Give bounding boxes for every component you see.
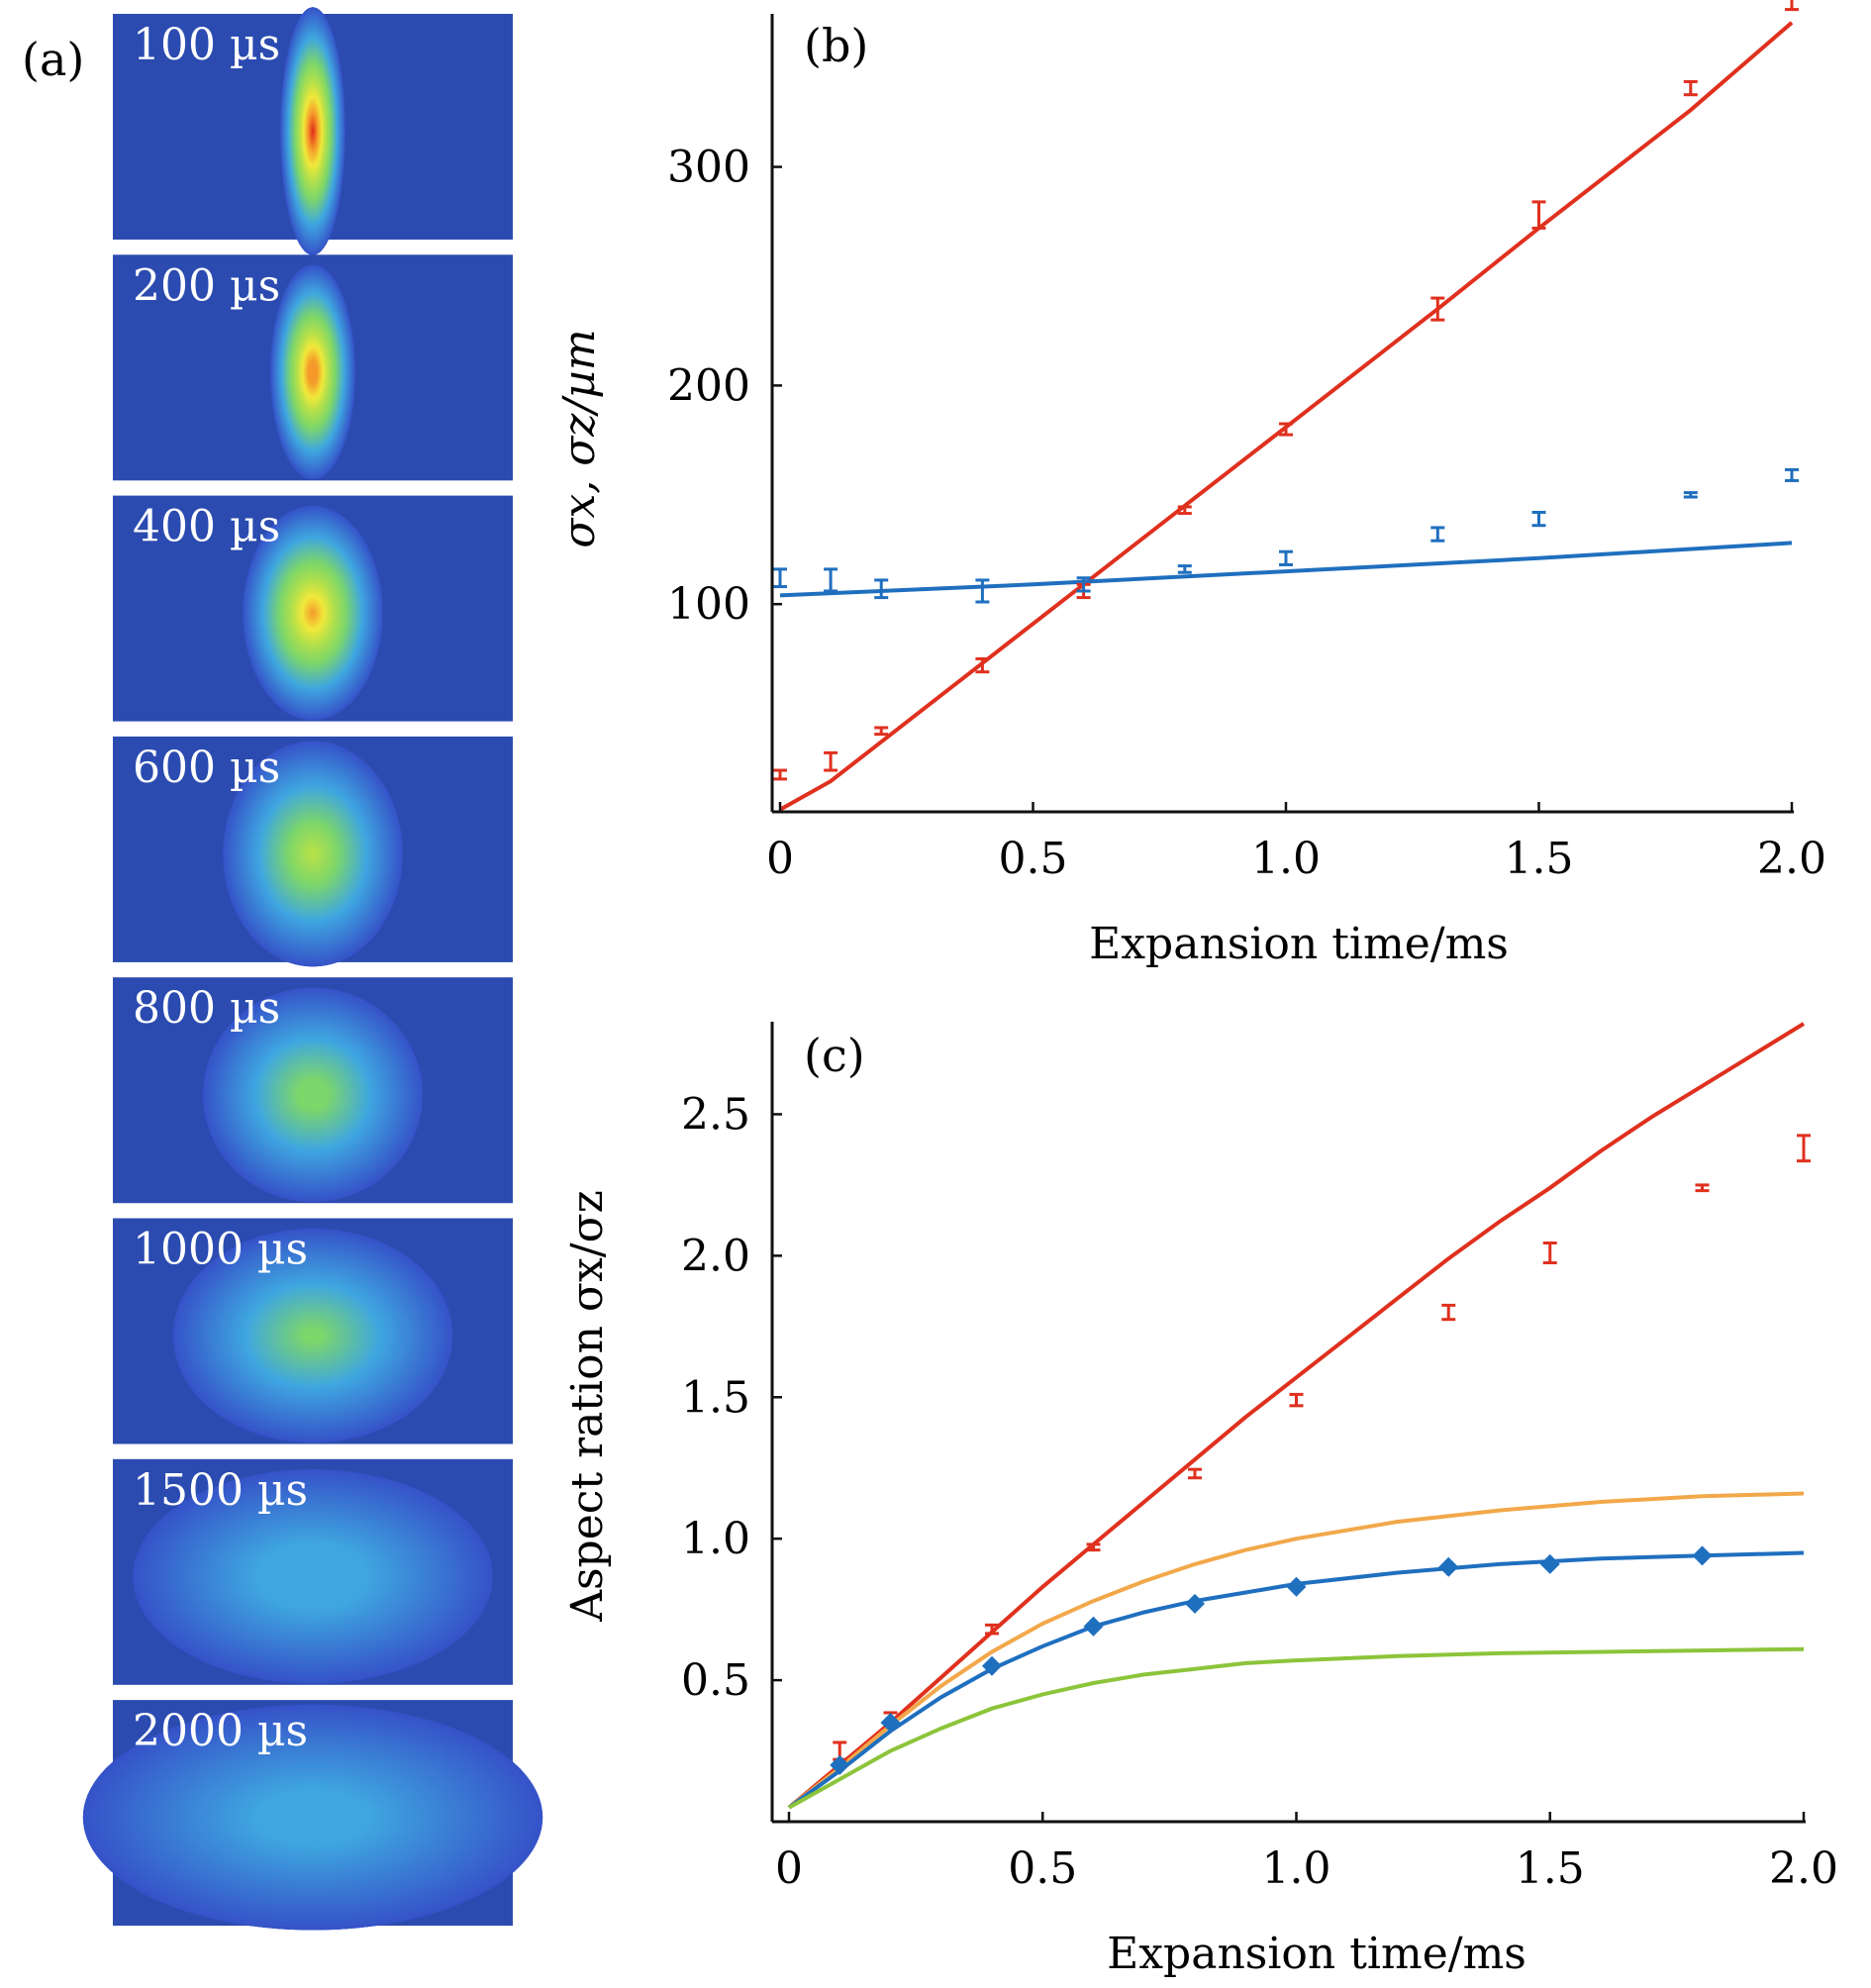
- atom-cloud-800: [202, 987, 424, 1203]
- image-time-label: 2000 µs: [133, 1706, 308, 1756]
- panel-b-red-point-0: [773, 768, 787, 781]
- panel-a-image-strip: 100 µs 200 µs 400 µs 600 µs 800 µs 1000 µs 150…: [82, 7, 543, 1931]
- panel-b-blue-point-5: [1177, 564, 1192, 574]
- atom-cloud-100: [280, 7, 345, 255]
- x-tick-label: 2.0: [1769, 1843, 1838, 1894]
- panel-c-blue-diamond-0: [830, 1754, 850, 1775]
- y-tick-label: 2.0: [681, 1231, 750, 1281]
- panel-b-red-point-10: [1785, 0, 1799, 12]
- panel-c-fit-orange: [787, 1491, 1805, 1810]
- panel-c-x-axis-title: Expansion time/ms: [1107, 1929, 1526, 1979]
- panel-c-red-point-5: [1289, 1392, 1304, 1408]
- panel-b-x-axis-title: Expansion time/ms: [1089, 919, 1509, 969]
- x-tick-label: 1.0: [1251, 834, 1321, 884]
- panel-b-red-point-9: [1683, 79, 1698, 97]
- panel-c-red-point-9: [1797, 1134, 1811, 1163]
- y-tick-label: 0.5: [681, 1655, 750, 1706]
- panel-b-red-point-2: [874, 726, 889, 737]
- atom-cloud-1500: [133, 1469, 493, 1684]
- panel-c-blue-diamond-5: [1286, 1576, 1307, 1597]
- panel-b-chart: 0 0.5 1.0 1.5 2.0 100 200 300 (b) Expansion tim…: [554, 0, 1826, 969]
- panel-c-blue-diamond-3: [1083, 1616, 1104, 1637]
- panel-c-blue-diamond-1: [880, 1712, 901, 1733]
- panel-c-red-point-4: [1188, 1467, 1202, 1480]
- panel-b-blue-point-3: [975, 578, 990, 604]
- panel-b-blue-point-4: [1076, 576, 1091, 593]
- panel-c-red-point-8: [1695, 1183, 1710, 1193]
- panel-c-red-point-2: [985, 1623, 999, 1636]
- panel-c-chart: 0 0.5 1.0 1.5 2.0 0.5 1.0 1.5 2.0 2.5 (c) Expansi…: [562, 1022, 1838, 1979]
- panel-c-blue-diamond-2: [982, 1655, 1002, 1676]
- panel-c-label: (c): [804, 1029, 865, 1082]
- panel-b-red-point-8: [1531, 200, 1546, 230]
- panel-b-label: (b): [804, 19, 868, 72]
- atom-cloud-400: [243, 505, 383, 721]
- x-tick-label: 0: [766, 834, 794, 884]
- panel-a-label: (a): [22, 33, 84, 86]
- atom-cloud-2000: [82, 1704, 543, 1931]
- image-time-label: 800 µs: [133, 983, 280, 1034]
- image-time-label: 400 µs: [133, 502, 280, 552]
- panel-b-blue-point-2: [874, 578, 889, 600]
- x-tick-label: 0.5: [999, 834, 1068, 884]
- panel-b-blue-point-0: [773, 567, 787, 589]
- panel-b-blue-point-6: [1279, 549, 1293, 566]
- panel-c-red-point-6: [1441, 1303, 1456, 1322]
- y-tick-label: 2.5: [681, 1089, 750, 1140]
- image-time-label: 600 µs: [133, 743, 280, 793]
- panel-c-fit-green: [788, 1646, 1805, 1810]
- panel-b-fit-sigma-x: [779, 21, 1794, 812]
- x-tick-label: 2.0: [1757, 834, 1826, 884]
- panel-c-y-axis-title: Aspect ration σx/σz: [562, 1190, 613, 1623]
- x-tick-label: 1.0: [1262, 1843, 1331, 1894]
- x-tick-label: 1.5: [1505, 834, 1574, 884]
- panel-b-red-point-6: [1279, 422, 1293, 437]
- y-tick-label: 1.5: [681, 1372, 750, 1423]
- panel-c-red-point-7: [1542, 1242, 1557, 1265]
- panel-c-marks: [787, 1022, 1811, 1810]
- panel-c-red-point-3: [1086, 1542, 1101, 1552]
- panel-b-marks: [773, 0, 1799, 812]
- panel-c-blue-diamond-6: [1438, 1556, 1459, 1577]
- panel-b-y-axis-title: σx, σz/µm: [554, 329, 605, 547]
- panel-b-blue-point-8: [1531, 510, 1546, 528]
- panel-b-blue-point-9: [1683, 491, 1698, 499]
- panel-b-ticks: 0 0.5 1.0 1.5 2.0 100 200 300: [667, 143, 1826, 884]
- panel-c-ticks: 0 0.5 1.0 1.5 2.0 0.5 1.0 1.5 2.0 2.5: [681, 1089, 1838, 1894]
- y-tick-label: 200: [667, 360, 750, 411]
- panel-b-blue-point-7: [1430, 526, 1445, 543]
- panel-b-blue-point-1: [824, 567, 838, 593]
- panel-c-blue-diamond-8: [1692, 1545, 1713, 1566]
- panel-c-blue-diamond-4: [1185, 1593, 1205, 1614]
- y-tick-label: 300: [667, 143, 750, 193]
- panel-c-fit-red: [787, 1022, 1806, 1810]
- image-time-label: 1500 µs: [133, 1465, 308, 1516]
- panel-b-red-point-1: [824, 750, 838, 772]
- panel-b-red-point-5: [1177, 505, 1192, 516]
- panel-b-blue-point-10: [1785, 467, 1799, 482]
- x-tick-label: 1.5: [1516, 1843, 1585, 1894]
- panel-b-red-point-3: [975, 656, 990, 674]
- atom-cloud-200: [270, 264, 355, 480]
- panel-b-red-point-7: [1430, 296, 1445, 322]
- image-time-label: 1000 µs: [133, 1225, 308, 1275]
- atom-cloud-600: [223, 741, 403, 967]
- image-time-label: 100 µs: [133, 20, 280, 70]
- x-tick-label: 0: [775, 1843, 803, 1894]
- x-tick-label: 0.5: [1008, 1843, 1077, 1894]
- panel-b-fit-sigma-z: [779, 541, 1793, 598]
- y-tick-label: 100: [667, 579, 750, 630]
- panel-c-blue-diamond-7: [1539, 1553, 1560, 1574]
- atom-cloud-1000: [172, 1228, 453, 1443]
- image-time-label: 200 µs: [133, 260, 280, 311]
- y-tick-label: 1.0: [681, 1514, 750, 1564]
